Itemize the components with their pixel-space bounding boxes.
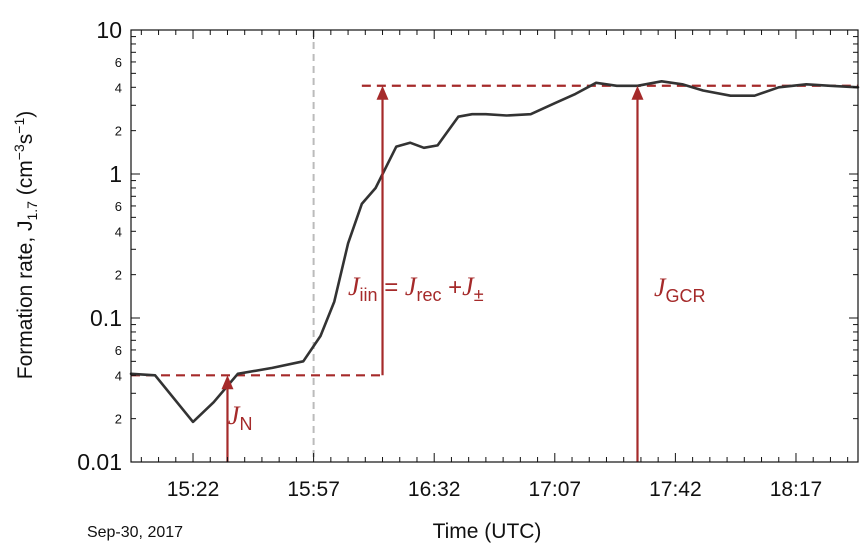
annotation-arrows xyxy=(221,85,644,462)
x-tick-label: 15:22 xyxy=(167,478,220,501)
y-major-tick-label: 10 xyxy=(96,17,122,43)
x-tick-label: 17:07 xyxy=(529,478,582,501)
jn-label: JN xyxy=(228,401,253,434)
y-minor-tick-label: 6 xyxy=(115,199,122,214)
y-minor-tick-label: 6 xyxy=(115,343,122,358)
axes: 0.01 0.1 1 10 2 4 6 2 4 6 2 4 6 15:22 15:57 16:32 17:07 1… xyxy=(77,17,859,501)
arrow-head xyxy=(631,85,644,100)
reference-lines xyxy=(131,84,858,377)
x-tick-label: 16:32 xyxy=(408,478,461,501)
data-series-line xyxy=(129,80,860,424)
y-axis-label: Formation rate, J1.7 (cm−3s−1) xyxy=(11,111,40,379)
y-minor-tick-label: 2 xyxy=(115,124,122,139)
y-minor-tick-label: 2 xyxy=(115,268,122,283)
y-major-tick-label: 0.1 xyxy=(90,305,122,331)
plot-frame xyxy=(130,29,859,463)
y-minor-tick-label: 4 xyxy=(115,368,122,383)
series-layer xyxy=(129,80,860,424)
y-major-tick-label: 1 xyxy=(109,161,122,187)
x-tick-label: 18:17 xyxy=(770,478,823,501)
y-minor-tick-label: 4 xyxy=(115,224,122,239)
x-axis-label: Time (UTC) xyxy=(433,520,542,543)
jgcr-label: JGCR xyxy=(654,273,706,306)
arrow-head xyxy=(221,375,234,390)
arrow-head xyxy=(376,85,389,100)
y-minor-tick-label: 4 xyxy=(115,80,122,95)
x-tick-label: 17:42 xyxy=(649,478,702,501)
jiin-label: Jiin = Jrec +J± xyxy=(348,272,484,305)
x-tick-label: 15:57 xyxy=(287,478,340,501)
y-minor-tick-label: 6 xyxy=(115,55,122,70)
y-minor-tick-label: 2 xyxy=(115,412,122,427)
date-label: Sep-30, 2017 xyxy=(87,524,183,541)
y-major-tick-label: 0.01 xyxy=(77,449,122,475)
